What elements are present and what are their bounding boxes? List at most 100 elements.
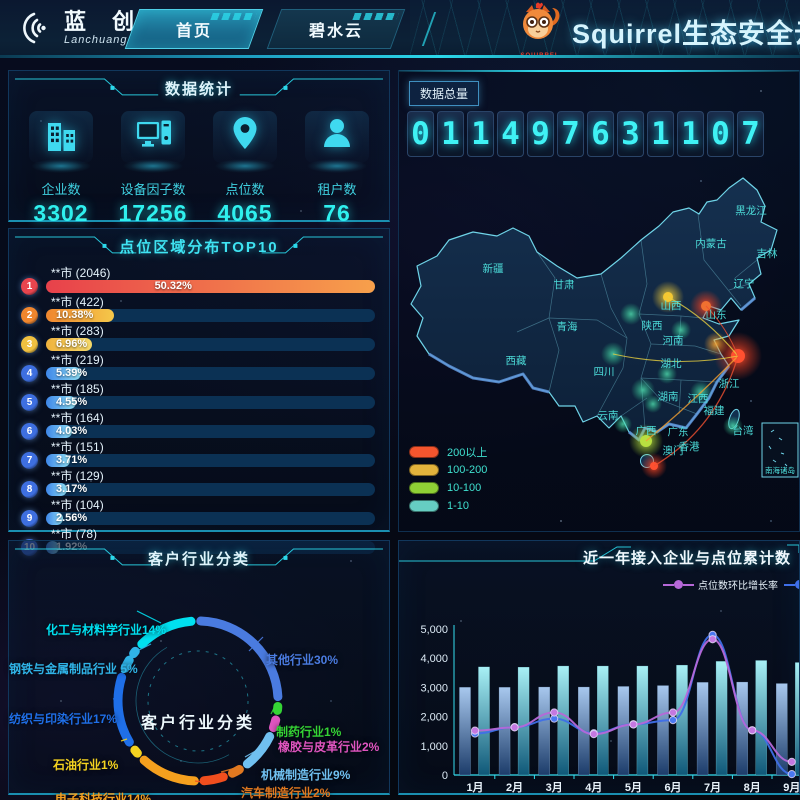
counter-digit: 1 bbox=[467, 111, 494, 157]
tab-bishuiyun[interactable]: 碧水云 bbox=[266, 9, 406, 49]
industry-donut-chart: 客户行业分类 其他行业30% 制药行业1% 橡胶与皮革行业2% 机械制造行业9% 汽车制… bbox=[9, 573, 389, 800]
tab-home[interactable]: 首页 bbox=[124, 9, 264, 49]
top10-percent-label: 2.56% bbox=[56, 512, 88, 524]
top10-row-label: **市 (283) bbox=[51, 324, 104, 338]
province-label: 江西 bbox=[688, 393, 709, 405]
stat-item-4: 租户数 76 bbox=[291, 111, 383, 227]
top10-bar-track: 4.03% bbox=[46, 425, 375, 438]
x-axis-label: 3月 bbox=[546, 781, 563, 794]
bar-series1 bbox=[736, 681, 748, 776]
donut-slice-7 bbox=[130, 745, 142, 758]
counter-digit: 3 bbox=[617, 111, 644, 157]
x-axis-label: 8月 bbox=[744, 781, 761, 794]
top10-bar-fill bbox=[46, 425, 73, 438]
top10-bar-fill bbox=[46, 309, 114, 322]
province-label: 内蒙古 bbox=[695, 237, 727, 250]
top10-bar-line: 3 6.96% bbox=[21, 336, 375, 353]
donut-slice-8 bbox=[113, 672, 134, 747]
growth-legend: 点位数环比增长率 bbox=[663, 577, 799, 592]
y-axis-tick-label: 1,000 bbox=[420, 741, 448, 753]
top10-percent-label: 4.03% bbox=[56, 425, 88, 437]
map-legend-swatch bbox=[409, 464, 439, 476]
province-label: 青海 bbox=[557, 320, 578, 333]
donut-slice-3 bbox=[242, 732, 275, 769]
top10-row-label: **市 (422) bbox=[51, 295, 104, 309]
rank-badge: 5 bbox=[21, 394, 38, 411]
donut-leader-line bbox=[269, 720, 277, 730]
logo-text-en: Lanchuang bbox=[64, 33, 128, 46]
rank-badge: 3 bbox=[21, 336, 38, 353]
top10-row: **市 (283) 3 6.96% bbox=[21, 323, 375, 353]
x-axis-label: 2月 bbox=[506, 781, 523, 794]
panel-header-decoration bbox=[14, 236, 383, 254]
bar-series1 bbox=[617, 686, 630, 776]
map-legend-item: 1-10 bbox=[409, 497, 487, 515]
province-label: 山东 bbox=[706, 308, 727, 321]
top10-row-label: **市 (104) bbox=[51, 498, 104, 512]
donut-slice-5 bbox=[199, 772, 228, 786]
legend-item-growth-rate[interactable]: 点位数环比增长率 bbox=[663, 577, 778, 592]
top10-row-label: **市 (151) bbox=[51, 440, 104, 454]
bar-series2 bbox=[478, 666, 490, 776]
donut-label-1: 制药行业1% bbox=[276, 725, 342, 739]
map-legend-swatch bbox=[409, 500, 439, 512]
donut-leader-line bbox=[248, 636, 264, 652]
stat-value: 17256 bbox=[118, 200, 188, 226]
bar-series2 bbox=[597, 665, 609, 776]
bar-series2 bbox=[676, 664, 688, 776]
donut-leader-line bbox=[112, 696, 122, 700]
nav-tabs: 首页 碧水云 bbox=[124, 9, 406, 49]
china-outline bbox=[410, 177, 778, 441]
counter-digit: 7 bbox=[557, 111, 584, 157]
top10-row: **市 (104) 9 2.56% bbox=[21, 497, 375, 527]
donut-leader-line bbox=[136, 643, 152, 652]
donut-leader-line bbox=[194, 780, 210, 784]
counter-digit: 0 bbox=[407, 111, 434, 157]
province-label: 四川 bbox=[594, 366, 615, 378]
top10-row: **市 (185) 5 4.55% bbox=[21, 381, 375, 411]
bar-series1 bbox=[696, 682, 709, 776]
province-label: 山西 bbox=[661, 300, 682, 312]
top10-bar-track: 2.56% bbox=[46, 512, 375, 525]
stat-value: 4065 bbox=[217, 200, 273, 226]
top10-bar-track: 4.55% bbox=[46, 396, 375, 409]
province-label: 湖北 bbox=[661, 358, 682, 370]
top10-bar-line: 6 4.03% bbox=[21, 423, 375, 440]
counter-digit: 0 bbox=[707, 111, 734, 157]
panel-header-decoration bbox=[14, 548, 383, 566]
line-point bbox=[550, 708, 559, 717]
line-point bbox=[787, 757, 796, 766]
top10-percent-label: 6.96% bbox=[56, 338, 88, 350]
province-label: 辽宁 bbox=[734, 277, 755, 290]
y-axis-tick-label: 4,000 bbox=[420, 653, 448, 665]
bar-series1 bbox=[538, 686, 550, 776]
map-legend-swatch bbox=[409, 446, 439, 458]
panel-header: 客户行业分类 bbox=[9, 541, 389, 573]
stat-value: 76 bbox=[323, 200, 351, 226]
province-label: 河南 bbox=[663, 334, 684, 347]
top10-bar-fill bbox=[46, 280, 375, 293]
x-axis-label: 6月 bbox=[664, 781, 681, 794]
growth-panel-title: 近一年接入企业与点位累计数 bbox=[582, 550, 791, 567]
squirrel-mascot: SQUIRREL bbox=[514, 2, 566, 58]
top10-region-panel: 点位区域分布TOP10 **市 (2046) 1 50.32% **市 (422) 2 1… bbox=[8, 228, 390, 556]
map-legend-label: 1-10 bbox=[447, 500, 470, 512]
corner-decoration bbox=[787, 544, 799, 553]
x-axis-label: 9月 bbox=[783, 781, 800, 794]
donut-slice-9 bbox=[120, 646, 140, 673]
legend-item-partial[interactable] bbox=[784, 580, 799, 589]
bar-series2 bbox=[715, 661, 728, 776]
soundwave-logo-icon bbox=[23, 12, 46, 44]
y-axis-tick-label: 3,000 bbox=[420, 682, 448, 694]
top10-bar-track: 6.96% bbox=[46, 338, 375, 351]
top10-row-label: **市 (129) bbox=[51, 469, 104, 483]
donut-leader-line bbox=[220, 766, 240, 773]
panel-header: 点位区域分布TOP10 bbox=[9, 229, 389, 261]
counter-digit: 1 bbox=[647, 111, 674, 157]
bar-series1 bbox=[459, 687, 471, 776]
line-point bbox=[470, 726, 480, 735]
donut-slice-6 bbox=[139, 755, 199, 786]
data-total-badge[interactable]: 数据总量 bbox=[409, 81, 480, 106]
